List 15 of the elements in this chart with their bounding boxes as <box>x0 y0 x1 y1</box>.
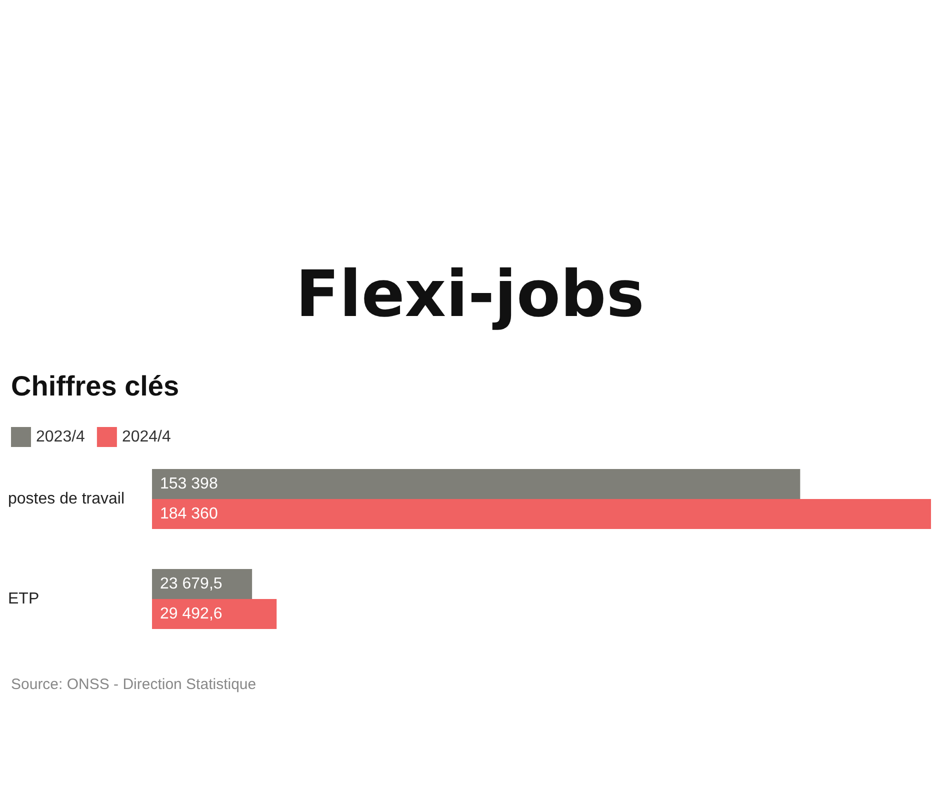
y-tick-label: postes de travail <box>8 490 125 508</box>
legend-label: 2024/4 <box>122 428 171 446</box>
data-label: 23 679,5 <box>160 576 222 592</box>
data-label: 153 398 <box>160 476 218 492</box>
bar <box>152 499 931 529</box>
legend-label: 2023/4 <box>36 428 86 446</box>
chart-subtitle: Chiffres clés <box>11 370 180 402</box>
bar <box>152 599 277 629</box>
bar <box>152 469 800 499</box>
y-tick-label: ETP <box>8 590 40 608</box>
source-note: Source: ONSS - Direction Statistique <box>11 676 256 693</box>
data-label: 29 492,6 <box>160 606 222 622</box>
chart-title: Flexi-jobs <box>296 258 644 332</box>
data-label: 184 360 <box>160 506 218 522</box>
bar <box>152 569 252 599</box>
